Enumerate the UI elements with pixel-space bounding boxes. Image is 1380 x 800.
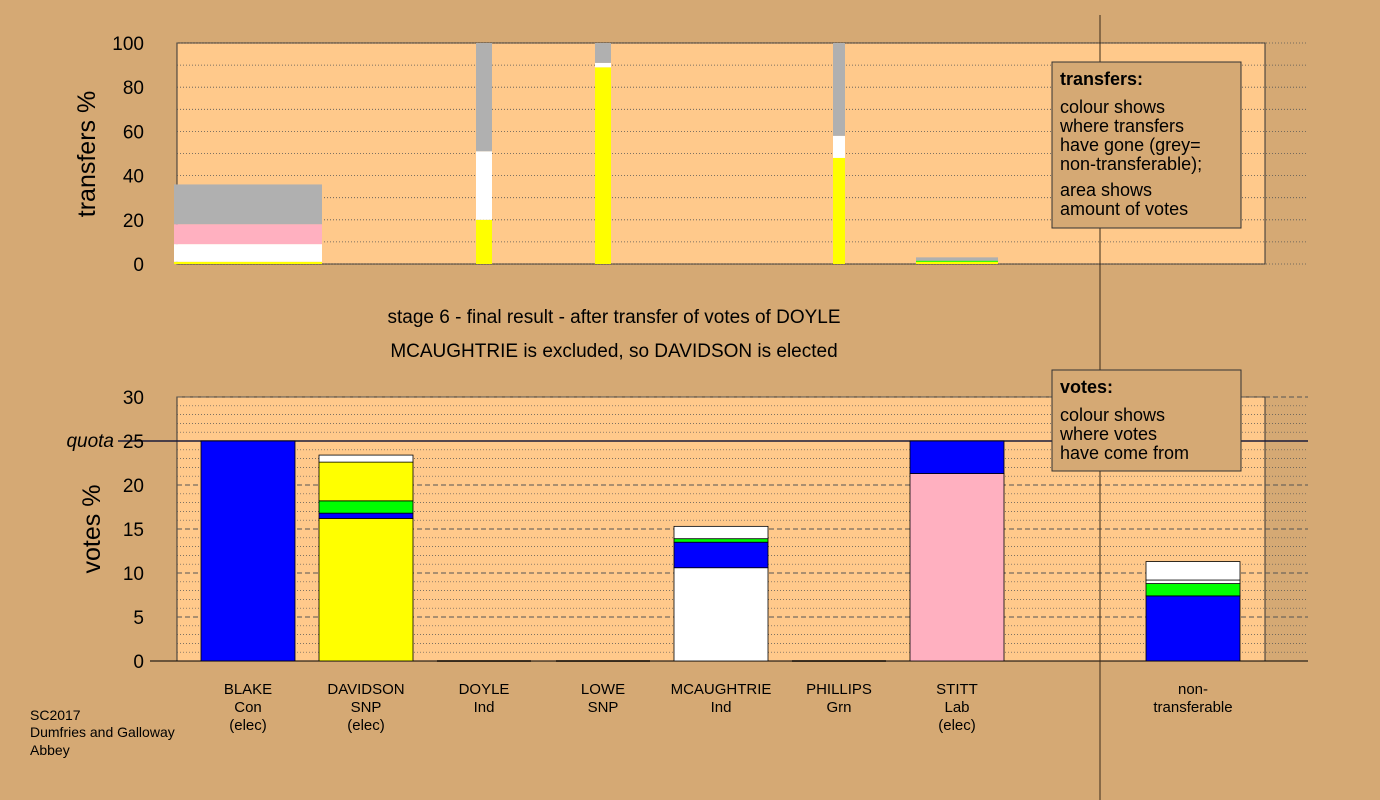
transfer-segment bbox=[476, 151, 492, 220]
vote-segment bbox=[673, 541, 769, 569]
transfer-segment bbox=[916, 260, 998, 262]
transfer-segment bbox=[833, 135, 845, 158]
y-tick-label: 0 bbox=[133, 255, 144, 276]
transfers-legend-title: transfers: bbox=[1060, 69, 1143, 89]
votes-legend: votes: colour shows where votes have com… bbox=[1051, 369, 1242, 472]
candidate-label: SNP bbox=[588, 699, 619, 716]
votes-legend-title: votes: bbox=[1060, 377, 1113, 397]
candidate-label: Ind bbox=[711, 699, 732, 716]
quota-label: quota bbox=[66, 431, 114, 452]
candidate-label: STITT bbox=[936, 681, 978, 698]
stage-title: stage 6 - final result - after transfer … bbox=[387, 307, 840, 328]
vote-segment bbox=[1145, 561, 1241, 581]
footer: SC2017 Dumfries and Galloway Abbey bbox=[30, 707, 175, 758]
vote-segment bbox=[318, 461, 414, 502]
y-tick-label: 30 bbox=[123, 388, 144, 409]
vote-segment bbox=[673, 525, 769, 540]
vote-segment bbox=[318, 512, 414, 519]
transfers-y-axis-label: transfers % bbox=[73, 91, 101, 217]
candidate-label: PHILLIPS bbox=[806, 681, 872, 698]
transfers-legend: transfers: colour shows where transfers … bbox=[1051, 61, 1242, 229]
votes-bars bbox=[200, 440, 1241, 662]
vote-segment bbox=[673, 538, 769, 543]
vote-segment bbox=[1145, 595, 1241, 662]
transfer-segment bbox=[174, 244, 322, 262]
candidate-label: SNP bbox=[351, 699, 382, 716]
vote-segment bbox=[318, 454, 414, 463]
transfer-segment bbox=[916, 257, 998, 261]
transfers-y-ticks: 0 20 40 60 80 100 bbox=[112, 34, 144, 276]
transfer-segment bbox=[476, 43, 492, 152]
candidate-label: (elec) bbox=[938, 717, 976, 734]
candidate-label: transferable bbox=[1153, 699, 1232, 716]
candidate-label: Grn bbox=[826, 699, 851, 716]
candidate-label: (elec) bbox=[229, 717, 267, 734]
candidate-label: BLAKE bbox=[224, 681, 272, 698]
footer-council: Dumfries and Galloway bbox=[30, 724, 175, 740]
candidate-label: non- bbox=[1178, 681, 1208, 698]
candidate-label: DOYLE bbox=[459, 681, 510, 698]
transfer-segment bbox=[174, 184, 322, 225]
y-tick-label: 20 bbox=[123, 476, 144, 497]
y-tick-label: 25 bbox=[123, 432, 144, 453]
transfers-legend-line: area shows bbox=[1060, 180, 1152, 200]
y-tick-label: 10 bbox=[123, 564, 144, 585]
votes-legend-line: where votes bbox=[1059, 424, 1157, 444]
transfers-legend-line: colour shows bbox=[1060, 97, 1165, 117]
vote-segment bbox=[200, 440, 296, 662]
transfer-segment bbox=[595, 67, 611, 264]
transfer-segment bbox=[833, 43, 845, 136]
transfer-segment bbox=[595, 43, 611, 63]
vote-segment bbox=[318, 500, 414, 514]
y-tick-label: 20 bbox=[123, 211, 144, 232]
transfers-legend-line: non-transferable); bbox=[1060, 154, 1202, 174]
candidate-label: Ind bbox=[474, 699, 495, 716]
footer-ward: Abbey bbox=[30, 742, 70, 758]
transfer-segment bbox=[174, 224, 322, 245]
y-tick-label: 5 bbox=[133, 608, 144, 629]
y-tick-label: 60 bbox=[123, 122, 144, 143]
votes-y-axis-label: votes % bbox=[78, 485, 106, 574]
transfers-legend-line: where transfers bbox=[1059, 116, 1184, 136]
transfer-segment bbox=[174, 261, 322, 264]
vote-segment bbox=[1145, 583, 1241, 597]
candidate-label: Con bbox=[234, 699, 262, 716]
vote-segment bbox=[318, 518, 414, 662]
vote-segment bbox=[673, 567, 769, 662]
transfer-segment bbox=[833, 157, 845, 264]
stage-subtitle: MCAUGHTRIE is excluded, so DAVIDSON is e… bbox=[390, 341, 837, 362]
votes-legend-line: colour shows bbox=[1060, 405, 1165, 425]
transfer-segment bbox=[916, 261, 998, 264]
vote-segment bbox=[1145, 579, 1241, 584]
vote-segment bbox=[909, 473, 1005, 662]
y-tick-label: 15 bbox=[123, 520, 144, 541]
y-tick-label: 80 bbox=[123, 78, 144, 99]
candidate-label: DAVIDSON bbox=[327, 681, 404, 698]
y-tick-label: 40 bbox=[123, 167, 144, 188]
transfer-segment bbox=[595, 62, 611, 68]
y-tick-label: 100 bbox=[112, 34, 144, 55]
vote-segment bbox=[909, 440, 1005, 474]
candidate-label: (elec) bbox=[347, 717, 385, 734]
candidate-label: LOWE bbox=[581, 681, 625, 698]
candidate-labels: BLAKECon(elec)DAVIDSONSNP(elec)DOYLEIndL… bbox=[224, 681, 1233, 734]
candidate-label: Lab bbox=[944, 699, 969, 716]
votes-y-ticks: 0 5 10 15 20 25 30 bbox=[123, 388, 144, 673]
y-tick-label: 0 bbox=[133, 652, 144, 673]
votes-legend-line: have come from bbox=[1060, 443, 1189, 463]
transfer-segment bbox=[476, 219, 492, 264]
footer-election: SC2017 bbox=[30, 707, 81, 723]
transfers-legend-line: amount of votes bbox=[1060, 199, 1188, 219]
candidate-label: MCAUGHTRIE bbox=[671, 681, 772, 698]
transfers-bars bbox=[174, 43, 998, 264]
transfers-legend-line: have gone (grey= bbox=[1060, 135, 1201, 155]
